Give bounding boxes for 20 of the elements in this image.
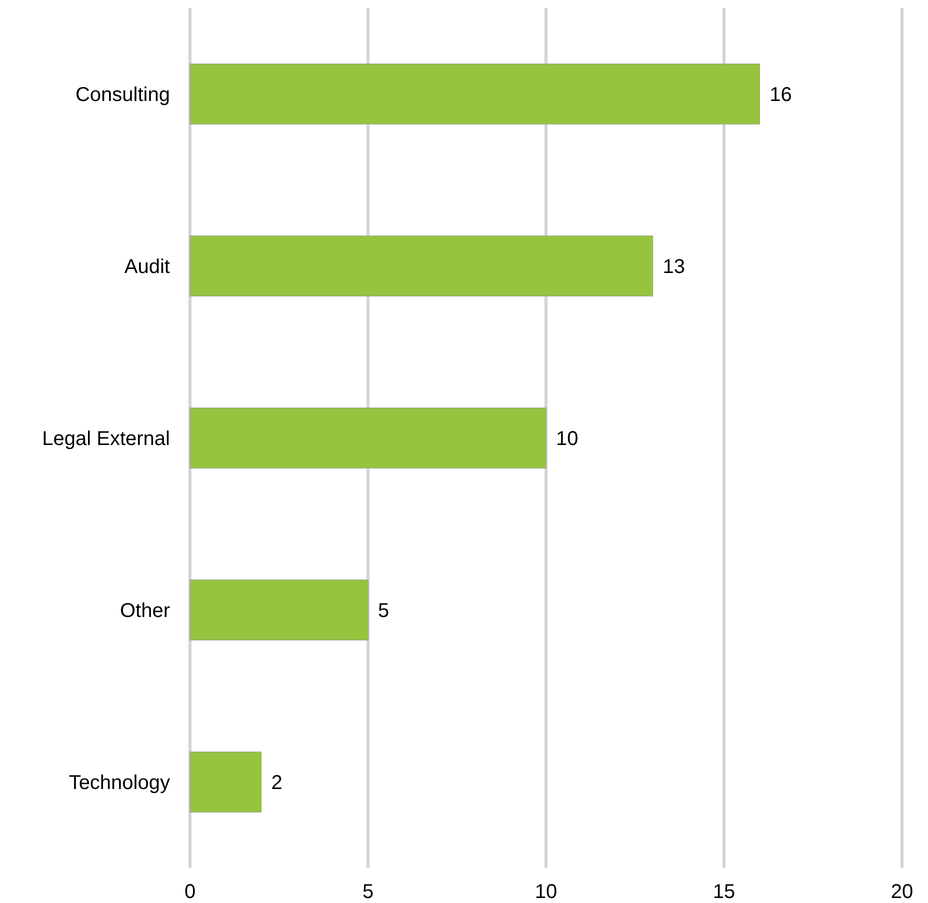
x-tick-label: 10: [534, 881, 558, 903]
bar: [190, 64, 760, 124]
x-tick-label: 20: [890, 881, 914, 903]
x-tick-label: 0: [184, 881, 196, 903]
bar: [190, 752, 262, 812]
y-tick-label: Audit: [124, 256, 170, 278]
data-label: 10: [556, 428, 578, 450]
y-tick-label: Consulting: [75, 84, 170, 106]
bar: [190, 236, 654, 296]
x-tick-label: 5: [362, 881, 374, 903]
y-tick-label: Legal External: [42, 428, 170, 450]
y-tick-label: Other: [120, 600, 170, 622]
y-tick-label: Technology: [68, 772, 170, 794]
data-label: 2: [271, 772, 282, 794]
data-label: 16: [770, 84, 792, 106]
data-label: 13: [662, 256, 686, 278]
x-tick-label: 15: [712, 881, 736, 903]
bar: [190, 580, 368, 640]
data-label: 5: [378, 600, 390, 622]
bar: [190, 408, 546, 468]
